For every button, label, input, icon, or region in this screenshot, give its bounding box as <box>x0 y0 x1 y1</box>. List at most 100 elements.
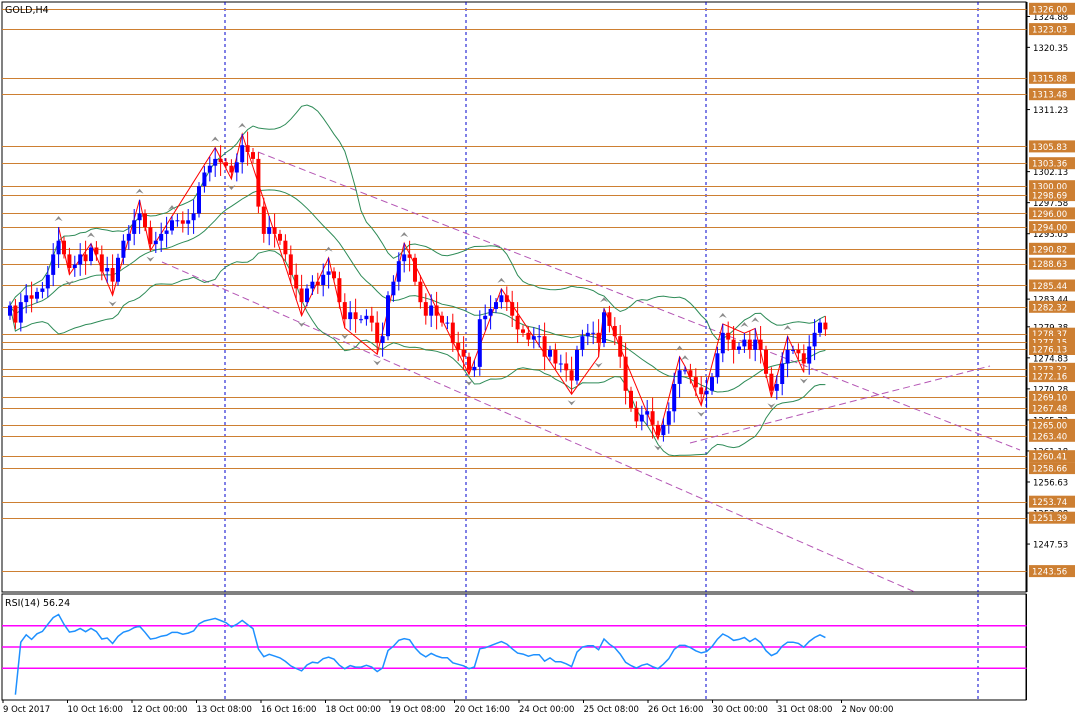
price-level-tag-26 <box>1029 511 1075 524</box>
candle-body-150 <box>818 322 822 333</box>
fractal-down-arrow-12 <box>340 334 349 340</box>
candle-body-144 <box>785 349 790 364</box>
time-label-0: 9 Oct 2017 <box>3 705 50 715</box>
fractal-down-arrow-5 <box>146 256 155 262</box>
rsi-line <box>14 613 826 695</box>
price-level-tag-9 <box>1029 221 1075 234</box>
candle-body-148 <box>807 346 812 364</box>
fractal-up-arrow-21 <box>675 345 684 351</box>
price-level-tag-18 <box>1029 370 1075 383</box>
price-tick-label-4: 1297.58 <box>1033 199 1068 209</box>
candle-body-147 <box>801 353 806 364</box>
candle-body-113 <box>618 336 623 357</box>
vertical-gridlines <box>224 2 979 700</box>
candle-body-81 <box>445 322 450 324</box>
price-level-tag-23 <box>1029 450 1075 463</box>
candle-body-52 <box>288 254 293 275</box>
candle-body-104 <box>569 370 574 381</box>
candle-body-35 <box>197 186 201 214</box>
candle-body-102 <box>558 363 563 365</box>
candle-body-106 <box>580 336 585 350</box>
candle-body-11 <box>67 254 72 268</box>
price-level-tag-25 <box>1029 495 1075 508</box>
candle-body-34 <box>191 213 196 221</box>
price-level-label-22: 1263.40 <box>1032 432 1067 442</box>
fractal-down-arrow-1 <box>65 280 74 286</box>
candle-body-67 <box>369 315 374 323</box>
candle-body-74 <box>407 254 412 258</box>
time-label-3: 13 Oct 08:00 <box>197 705 252 715</box>
price-level-tag-0 <box>1029 2 1075 15</box>
time-label-13: 2 Nov 00:00 <box>842 705 894 715</box>
candle-body-87 <box>477 319 482 367</box>
price-level-tag-22 <box>1029 429 1075 442</box>
price-level-label-18: 1272.16 <box>1032 373 1067 383</box>
candle-body-141 <box>769 373 774 391</box>
fractal-up-arrow-11 <box>324 246 333 252</box>
price-level-label-19: 1269.10 <box>1032 393 1067 403</box>
candle-body-99 <box>542 336 547 357</box>
candle-body-84 <box>461 349 466 357</box>
candle-body-71 <box>391 281 396 296</box>
price-level-label-27: 1243.56 <box>1032 568 1067 578</box>
price-level-label-11: 1288.63 <box>1032 260 1067 270</box>
candle-body-122 <box>666 411 671 425</box>
chart-title: GOLD,H4 <box>5 5 49 16</box>
candle-body-98 <box>537 336 542 338</box>
candle-body-79 <box>434 305 439 316</box>
fractal-up-arrow-9 <box>238 122 247 128</box>
time-label-2: 12 Oct 00:00 <box>132 705 187 715</box>
candles <box>8 131 828 442</box>
candle-body-109 <box>596 332 601 343</box>
price-level-label-7: 1298.69 <box>1032 192 1067 202</box>
candle-body-42 <box>234 162 239 173</box>
candle-body-21 <box>121 240 126 258</box>
candle-body-130 <box>710 377 714 391</box>
price-level-tag-20 <box>1029 402 1075 414</box>
candle-body-12 <box>72 264 77 268</box>
time-label-8: 24 Oct 00:00 <box>519 705 574 715</box>
candle-body-97 <box>531 336 536 340</box>
candle-body-105 <box>575 349 579 381</box>
fractal-down-arrow-23 <box>697 411 706 417</box>
candle-body-140 <box>764 349 768 374</box>
time-label-6: 19 Oct 08:00 <box>390 705 445 715</box>
candle-body-128 <box>699 387 704 395</box>
time-label-1: 10 Oct 16:00 <box>68 705 123 715</box>
candle-body-62 <box>342 302 347 320</box>
candle-body-9 <box>56 240 61 255</box>
candle-body-82 <box>450 322 455 344</box>
candle-body-50 <box>278 233 282 241</box>
candle-body-18 <box>105 268 110 272</box>
bollinger-mid <box>9 189 826 393</box>
candle-body-151 <box>823 322 828 330</box>
candle-body-114 <box>623 356 628 391</box>
candle-body-56 <box>310 281 315 289</box>
price-level-label-20: 1267.48 <box>1032 405 1067 415</box>
candle-body-13 <box>78 254 83 265</box>
time-label-9: 25 Oct 08:00 <box>584 705 639 715</box>
price-axis: 1324.88 1320.35 1311.23 1302.13 1297.58 1293.… <box>1026 0 1080 720</box>
candle-body-118 <box>645 411 650 415</box>
bollinger-lower <box>9 249 826 457</box>
candle-body-38 <box>213 158 218 166</box>
time-label-7: 20 Oct 16:00 <box>455 705 510 715</box>
candle-body-111 <box>607 312 612 326</box>
price-level-tag-16 <box>1029 343 1075 355</box>
candle-body-17 <box>99 254 104 272</box>
candle-body-135 <box>737 346 741 350</box>
candle-body-29 <box>164 230 169 234</box>
price-level-label-6: 1300.00 <box>1032 183 1067 193</box>
candle-body-60 <box>332 271 336 279</box>
candle-body-49 <box>272 227 277 234</box>
candle-body-68 <box>375 322 380 344</box>
fractal-up-arrow-28 <box>783 325 792 331</box>
candle-body-134 <box>731 339 736 350</box>
time-label-10: 26 Oct 16:00 <box>648 705 703 715</box>
price-level-label-9: 1294.00 <box>1032 224 1067 234</box>
candle-body-65 <box>359 319 363 321</box>
candle-body-40 <box>224 162 228 166</box>
candle-body-44 <box>245 145 250 152</box>
channel-line-0 <box>257 151 1021 451</box>
candle-body-70 <box>386 295 390 337</box>
